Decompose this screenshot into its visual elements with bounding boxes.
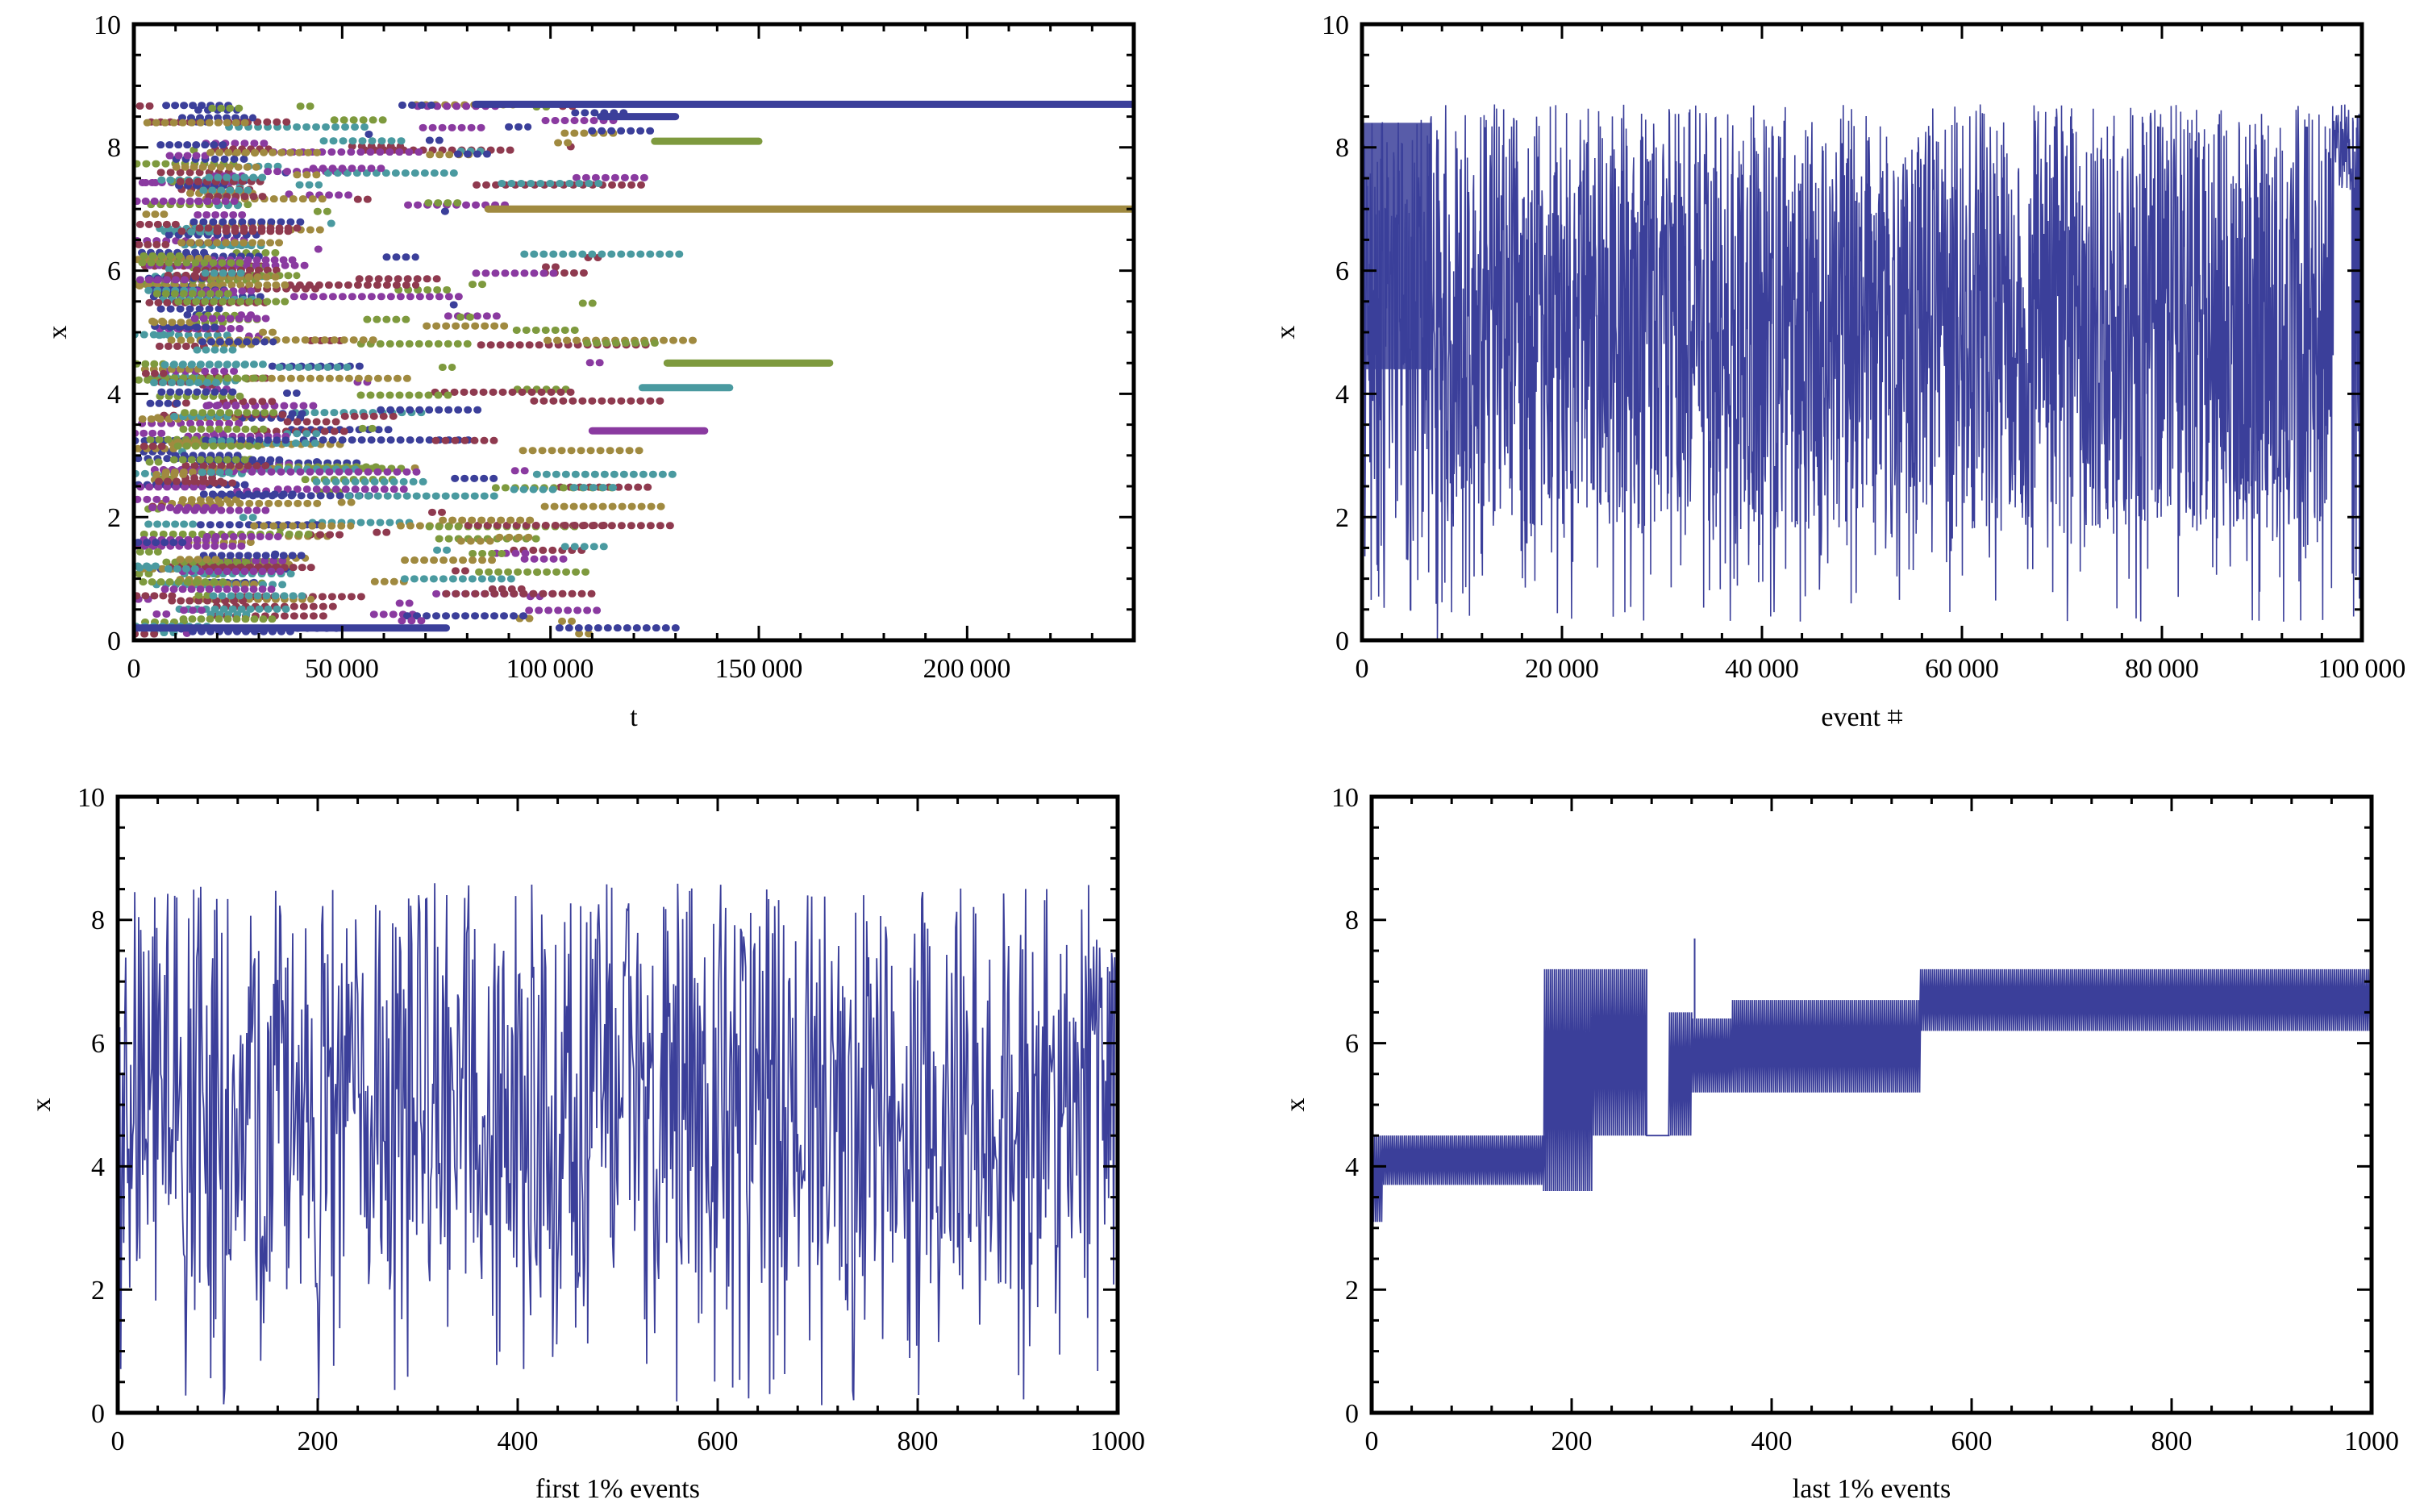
ytick-label: 10 — [1331, 783, 1359, 813]
xtick-label: 1000 — [2344, 1427, 2399, 1456]
xtick-label: 150 000 — [715, 654, 803, 684]
event-line — [118, 883, 1118, 1406]
xtick-label: 100 000 — [506, 654, 594, 684]
y-axis-label: x — [1271, 326, 1301, 339]
event-line — [1362, 104, 2362, 639]
ticks-top-right — [1360, 23, 2364, 642]
ytick-label: 4 — [91, 1152, 105, 1182]
ytick-label: 6 — [1345, 1029, 1359, 1059]
y-axis-label: x — [43, 326, 73, 339]
xtick-label: 20 000 — [1525, 654, 1599, 684]
frame-bottom-right — [1369, 794, 2374, 1415]
xtick-label: 0 — [111, 1427, 125, 1456]
ytick-label: 6 — [107, 256, 121, 286]
xtick-label: 200 — [1551, 1427, 1593, 1456]
xtick-label: 80 000 — [2125, 654, 2199, 684]
xtick-label: 50 000 — [305, 654, 379, 684]
ytick-label: 4 — [1345, 1152, 1359, 1182]
panel-top-right: 0 2 4 6 8 10 0 20 000 40 000 60 000 80 0… — [1271, 10, 2405, 732]
y-axis-label: x — [27, 1098, 56, 1112]
series-group — [118, 883, 1118, 1406]
xtick-label: 0 — [1356, 654, 1369, 684]
dense-band — [1362, 123, 1432, 369]
series-group — [1372, 938, 2372, 1223]
ytick-label: 10 — [94, 10, 121, 40]
xtick-label: 0 — [127, 654, 141, 684]
ytick-label: 0 — [1335, 627, 1349, 656]
plot-area-top-left — [134, 100, 1134, 638]
xtick-label: 0 — [1365, 1427, 1379, 1456]
ytick-label: 2 — [107, 503, 121, 533]
ytick-label: 0 — [91, 1399, 105, 1429]
xtick-label: 60 000 — [1925, 654, 1999, 684]
ticks-bottom-left — [116, 795, 1119, 1414]
xtick-label: 200 000 — [923, 654, 1011, 684]
ytick-label: 8 — [1345, 906, 1359, 935]
ytick-label: 4 — [1335, 380, 1349, 410]
series-group — [134, 100, 1134, 638]
x-axis-label: t — [630, 702, 638, 732]
plot-area-bottom-right — [1372, 938, 2372, 1223]
xtick-label: 600 — [698, 1427, 739, 1456]
ytick-label: 0 — [107, 627, 121, 656]
y-axis-label: x — [1281, 1098, 1310, 1112]
xtick-label: 1000 — [1090, 1427, 1145, 1456]
ytick-label: 8 — [91, 906, 105, 935]
ytick-label: 10 — [77, 783, 105, 813]
x-axis-label: last 1% events — [1793, 1474, 1951, 1504]
xtick-label: 800 — [898, 1427, 939, 1456]
panel-bottom-left: 0 2 4 6 8 10 0 200 400 600 800 1000 firs… — [27, 783, 1145, 1504]
ticks-top-left — [132, 23, 1135, 642]
ytick-label: 0 — [1345, 1399, 1359, 1429]
ytick-label: 8 — [1335, 133, 1349, 163]
ytick-label: 6 — [91, 1029, 105, 1059]
x-axis-label: event ⌗ — [1821, 702, 1902, 732]
plot-area-top-right — [1362, 104, 2362, 639]
ytick-label: 10 — [1322, 10, 1349, 40]
series-group — [1362, 104, 2362, 639]
xtick-label: 400 — [1751, 1427, 1793, 1456]
ticks-bottom-right — [1370, 795, 2373, 1414]
plot-area-bottom-left — [118, 883, 1118, 1406]
event-line — [1372, 968, 2372, 1223]
xtick-label: 400 — [498, 1427, 539, 1456]
panel-bottom-right: 0 2 4 6 8 10 0 200 400 600 800 1000 last… — [1281, 783, 2399, 1504]
ytick-label: 8 — [107, 133, 121, 163]
ytick-label: 2 — [1345, 1276, 1359, 1306]
ytick-label: 6 — [1335, 256, 1349, 286]
xtick-label: 800 — [2151, 1427, 2193, 1456]
panel-top-left: 0 2 4 6 8 10 0 50 000 100 000 150 000 20… — [43, 10, 1136, 732]
xtick-label: 200 — [298, 1427, 339, 1456]
ytick-label: 2 — [1335, 503, 1349, 533]
xtick-label: 40 000 — [1725, 654, 1799, 684]
ytick-label: 4 — [107, 380, 121, 410]
x-axis-label: first 1% events — [535, 1474, 700, 1504]
xtick-label: 100 000 — [2318, 654, 2406, 684]
ytick-label: 2 — [91, 1276, 105, 1306]
xtick-label: 600 — [1951, 1427, 1993, 1456]
